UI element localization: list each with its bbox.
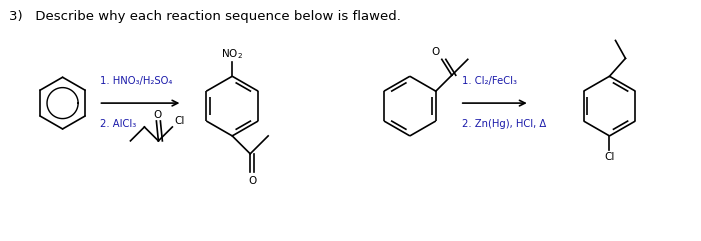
Text: Cl: Cl	[175, 116, 185, 126]
Text: 1. HNO₃/H₂SO₄: 1. HNO₃/H₂SO₄	[100, 76, 173, 86]
Text: NO$_2$: NO$_2$	[222, 47, 243, 61]
Text: O: O	[154, 110, 161, 120]
Text: 1. Cl₂/FeCl₃: 1. Cl₂/FeCl₃	[462, 76, 517, 86]
Text: 2. AlCl₃: 2. AlCl₃	[100, 119, 137, 129]
Text: O: O	[432, 47, 440, 57]
Text: 3)   Describe why each reaction sequence below is flawed.: 3) Describe why each reaction sequence b…	[8, 10, 400, 23]
Text: O: O	[248, 176, 257, 186]
Text: Cl: Cl	[604, 152, 615, 162]
Text: 2. Zn(Hg), HCl, Δ: 2. Zn(Hg), HCl, Δ	[462, 119, 546, 129]
